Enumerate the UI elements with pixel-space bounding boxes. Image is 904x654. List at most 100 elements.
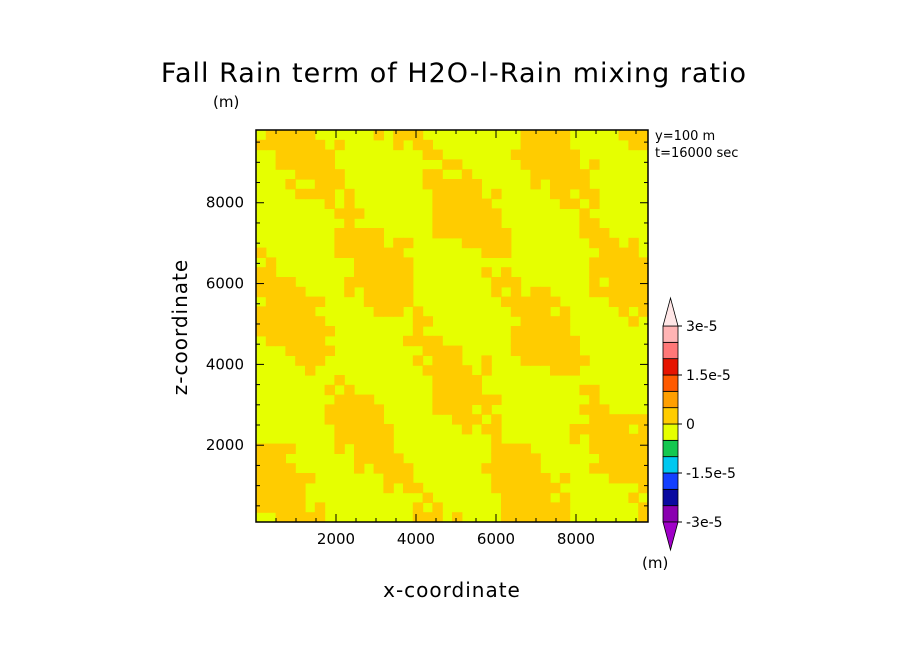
contour-patch [481, 424, 492, 435]
colorbar-segment [662, 325, 679, 343]
contour-patch [373, 404, 384, 415]
contour-patch [608, 414, 620, 425]
contour-patch [334, 433, 345, 445]
contour-patch [481, 394, 492, 405]
contour-patch [599, 443, 610, 454]
contour-patch [412, 502, 424, 513]
contour-patch [432, 394, 443, 405]
contour-patch [363, 433, 375, 445]
contour-patch [471, 228, 482, 239]
contour-patch [520, 443, 531, 454]
contour-patch [285, 159, 296, 170]
contour-patch [295, 130, 306, 141]
contour-patch [638, 257, 648, 268]
contour-patch [520, 335, 531, 347]
contour-patch [461, 404, 473, 415]
contour-patch [305, 130, 316, 141]
contour-patch [628, 277, 639, 288]
contour-patch [599, 228, 610, 239]
contour-patch [452, 218, 463, 229]
contour-patch [383, 443, 394, 454]
contour-patch [599, 237, 610, 249]
contour-patch [452, 159, 463, 170]
contour-patch [344, 404, 355, 415]
contour-patch [540, 345, 551, 356]
contour-patch [344, 433, 355, 445]
contour-patch [412, 326, 424, 337]
contour-patch [373, 453, 384, 464]
contour-patch [334, 139, 345, 151]
contour-patch [265, 257, 277, 268]
contour-patch [295, 139, 306, 151]
contour-patch [520, 492, 531, 503]
x-tick-label: 2000 [317, 530, 355, 548]
contour-patch [354, 208, 365, 219]
contour-patch [354, 277, 365, 288]
contour-patch [559, 316, 571, 327]
contour-patch [295, 512, 306, 522]
contour-patch [383, 424, 394, 435]
contour-patch [265, 130, 277, 141]
contour-patch [344, 247, 355, 258]
contour-patch [461, 179, 473, 190]
contour-patch [354, 257, 365, 268]
contour-patch [579, 218, 590, 229]
contour-patch [520, 296, 531, 307]
contour-patch [295, 188, 306, 200]
contour-patch [285, 179, 296, 190]
contour-patch [285, 277, 296, 288]
contour-patch [324, 169, 335, 180]
contour-patch [520, 130, 531, 141]
contour-patch [491, 228, 502, 239]
contour-patch [295, 159, 306, 170]
contour-patch [432, 188, 443, 200]
contour-patch [491, 473, 502, 484]
contour-patch [491, 414, 502, 425]
colorbar-segment [662, 439, 679, 458]
contour-patch [422, 169, 433, 180]
contour-patch [373, 247, 384, 258]
contour-patch [265, 326, 277, 337]
colorbar-tick-label: 0 [686, 417, 695, 433]
contour-patch [628, 473, 639, 484]
contour-patch [599, 414, 610, 425]
contour-patch [334, 394, 345, 405]
annotation-time: t=16000 sec [655, 146, 739, 161]
contour-patch [452, 208, 463, 219]
contour-patch [432, 512, 443, 522]
contour-patch [256, 443, 267, 454]
contour-patch [540, 316, 551, 327]
contour-patch [285, 482, 296, 494]
contour-patch [501, 443, 512, 454]
contour-patch [481, 267, 492, 278]
contour-patch [461, 228, 473, 239]
contour-patch [344, 237, 355, 249]
contour-patch [275, 286, 286, 298]
contour-patch [393, 296, 404, 307]
contour-patch [569, 149, 580, 160]
contour-patch [530, 453, 541, 464]
contour-patch [628, 463, 639, 474]
contour-patch [373, 228, 384, 239]
contour-patch [471, 179, 482, 190]
contour-patch [383, 482, 394, 494]
x-axis-label: x-coordinate [383, 578, 521, 602]
contour-patch [393, 286, 404, 298]
contour-patch [540, 286, 551, 298]
contour-patch [638, 296, 648, 307]
contour-patch [305, 345, 316, 356]
contour-patch [520, 139, 531, 151]
contour-patch [344, 424, 355, 435]
contour-patch [452, 188, 463, 200]
contour-patch [354, 433, 365, 445]
contour-patch [432, 198, 443, 209]
contour-patch [638, 433, 648, 445]
contour-patch [393, 453, 404, 464]
contour-patch [265, 473, 277, 484]
contour-patch [608, 247, 620, 258]
contour-patch [559, 130, 571, 141]
contour-patch [618, 453, 629, 464]
contour-patch [442, 384, 453, 396]
contour-patch [608, 424, 620, 435]
contour-patch [305, 169, 316, 180]
